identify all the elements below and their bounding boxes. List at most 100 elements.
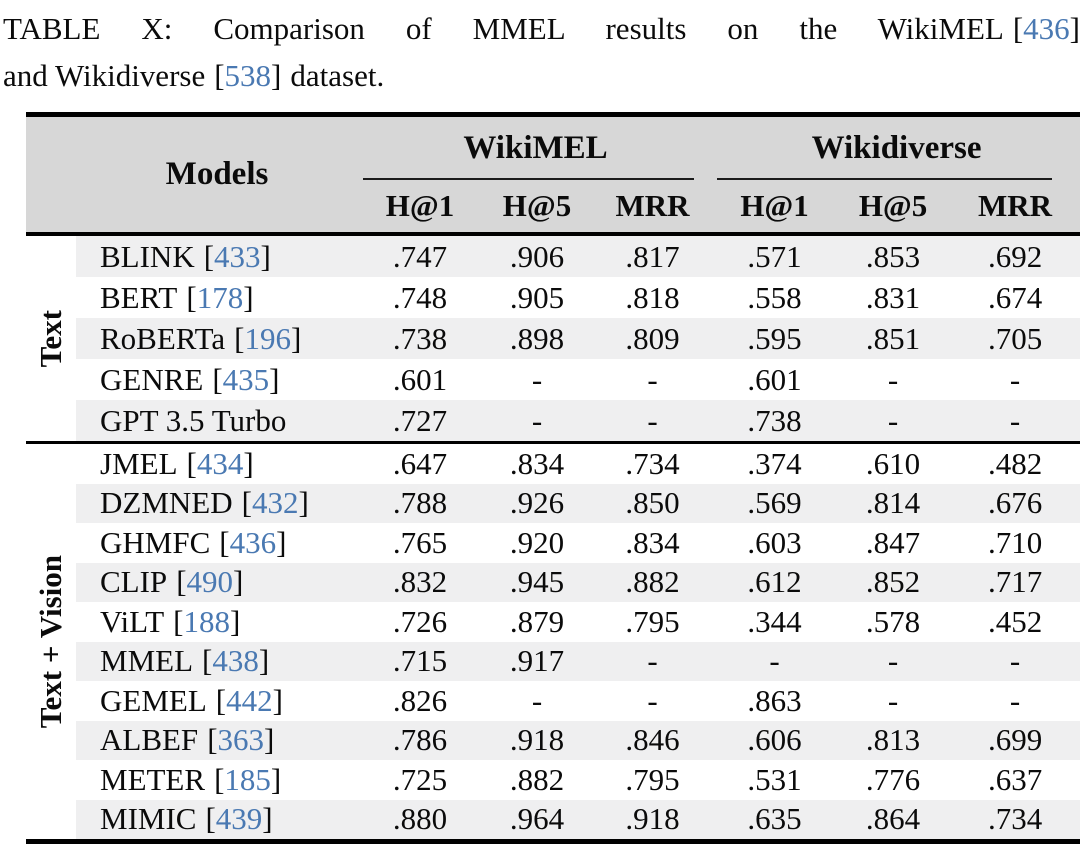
table-row: RoBERTa [196] .738.898.809.595.851.705	[26, 318, 1080, 359]
bracket-close: ]	[276, 524, 287, 560]
citation-link[interactable]: 433	[214, 238, 261, 274]
table-row: BERT [178] .748 .905 .818 .558 .831 .674	[26, 277, 1080, 318]
citation-link[interactable]: 490	[186, 564, 234, 600]
bracket-open: [	[212, 361, 223, 397]
citation-number[interactable]: 436	[1023, 11, 1070, 46]
value-cell: -	[836, 400, 951, 443]
wikimel-mrr-header: MRR	[592, 180, 714, 234]
citation-link[interactable]: 439	[215, 801, 263, 837]
value-cell: .558	[747, 279, 802, 315]
value-cell: .344	[747, 603, 802, 639]
bracket-close: ]	[271, 58, 282, 93]
table-caption: TABLE X: Comparison of MMEL results on t…	[0, 0, 1080, 99]
bracket-close: ]	[269, 361, 280, 397]
model-name: RoBERTa	[100, 320, 226, 356]
value-cell: .864	[836, 799, 951, 842]
value-cell: .847	[865, 524, 921, 560]
table-row: Text + Vision JMEL [434] .647.834.734.374.6…	[26, 441, 1080, 842]
citation-link[interactable]: 178	[196, 279, 244, 315]
value-cell: .846	[592, 720, 714, 760]
citation-link[interactable]: 434	[196, 445, 244, 481]
model-name: JMEL	[100, 445, 178, 481]
value-cell: -	[950, 400, 1080, 443]
citation-number[interactable]: 538	[224, 58, 272, 93]
citation-link[interactable]: 196	[244, 320, 291, 356]
caption-line-1: TABLE X: Comparison of MMEL results on t…	[3, 5, 1080, 52]
citation-link[interactable]: 188	[183, 603, 231, 639]
bracket-close: ]	[298, 485, 309, 521]
citation-link[interactable]: 442	[226, 682, 273, 718]
text-group-body: Text BLINK [433] .747.906.817.571.853.692 BE…	[26, 234, 1080, 443]
value-cell: -	[887, 682, 899, 718]
value-cell: .569	[713, 483, 837, 523]
value-cell: .727	[358, 400, 483, 443]
table-row: GHMFC [436] .765 .920 .834 .603 .847 .710	[26, 523, 1080, 563]
group-label-cell: Text	[26, 234, 76, 443]
model-cell: RoBERTa [196]	[76, 318, 359, 359]
citation-link[interactable]: 432	[251, 485, 299, 521]
bracket-open: [	[186, 279, 197, 315]
wikidiverse-group-header: Wikidiverse	[713, 114, 1080, 180]
citation-link[interactable]: 185	[224, 761, 271, 797]
value-cell: .710	[987, 524, 1043, 560]
value-cell: .674	[987, 279, 1043, 315]
value-cell: .917	[482, 641, 593, 681]
value-cell: .879	[509, 603, 565, 639]
citation-link[interactable]: 436	[229, 524, 277, 560]
value-cell: .809	[592, 318, 714, 359]
bracket-close: ]	[262, 801, 273, 837]
value-cell: -	[887, 361, 899, 397]
model-cell: GPT 3.5 Turbo	[76, 400, 359, 443]
caption-text: and Wikidiverse	[3, 58, 206, 93]
value-cell: .635	[713, 799, 837, 842]
citation-link[interactable]: 435	[222, 361, 270, 397]
group-rotated-label: Text	[33, 309, 68, 368]
value-cell: .692	[950, 234, 1080, 277]
value-cell: .637	[987, 761, 1043, 797]
value-cell: -	[1009, 682, 1021, 718]
model-name: ViLT	[100, 603, 165, 639]
bracket-close: ]	[264, 722, 275, 758]
value-cell: .595	[713, 318, 837, 359]
citation-link[interactable]: 438	[212, 643, 259, 679]
citation-538[interactable]: [538]	[214, 58, 281, 93]
citation-436[interactable]: [436]	[1013, 11, 1080, 46]
value-cell: .826	[392, 682, 448, 718]
value-cell: .851	[836, 318, 951, 359]
value-cell: .717	[950, 562, 1080, 602]
table-row: MMEL [438] .715.917- - - -	[26, 641, 1080, 681]
value-cell: .831	[865, 279, 921, 315]
model-name: BLINK	[100, 238, 195, 274]
bracket-close: ]	[1069, 11, 1080, 46]
value-cell: -	[647, 682, 658, 718]
bracket-open: [	[214, 58, 225, 93]
model-name: GPT 3.5 Turbo	[100, 402, 287, 438]
model-name: GENRE	[100, 361, 204, 397]
bracket-close: ]	[230, 603, 241, 639]
value-cell: .852	[836, 562, 951, 602]
value-cell: .374	[713, 441, 837, 484]
wikimel-h1-header: H@1	[358, 180, 483, 234]
model-name: BERT	[100, 279, 178, 315]
value-cell: .788	[358, 483, 483, 523]
table-row: DZMNED [432] .788.926.850.569.814.676	[26, 483, 1080, 523]
value-cell: .834	[625, 524, 680, 560]
table-row: GPT 3.5 Turbo .727- - .738- -	[26, 400, 1080, 443]
bracket-close: ]	[243, 279, 254, 315]
value-cell: .738	[713, 400, 837, 443]
citation-link[interactable]: 363	[217, 722, 265, 758]
value-cell: .610	[836, 441, 951, 484]
model-cell: JMEL [434]	[76, 441, 359, 484]
group-rotated-label: Text + Vision	[33, 554, 68, 729]
value-cell: .817	[592, 234, 714, 277]
wikidiverse-h1-header: H@1	[713, 180, 837, 234]
models-column-header: Models	[26, 114, 359, 236]
model-name: METER	[100, 761, 206, 797]
bracket-open: [	[176, 564, 187, 600]
model-name: GEMEL	[100, 682, 207, 718]
caption-line-2: and Wikidiverse [538] dataset.	[3, 52, 1078, 99]
caption-text: TABLE X: Comparison of MMEL results on t…	[3, 11, 1004, 46]
model-name: CLIP	[100, 564, 168, 600]
value-cell: .795	[625, 603, 680, 639]
value-cell: .531	[747, 761, 802, 797]
